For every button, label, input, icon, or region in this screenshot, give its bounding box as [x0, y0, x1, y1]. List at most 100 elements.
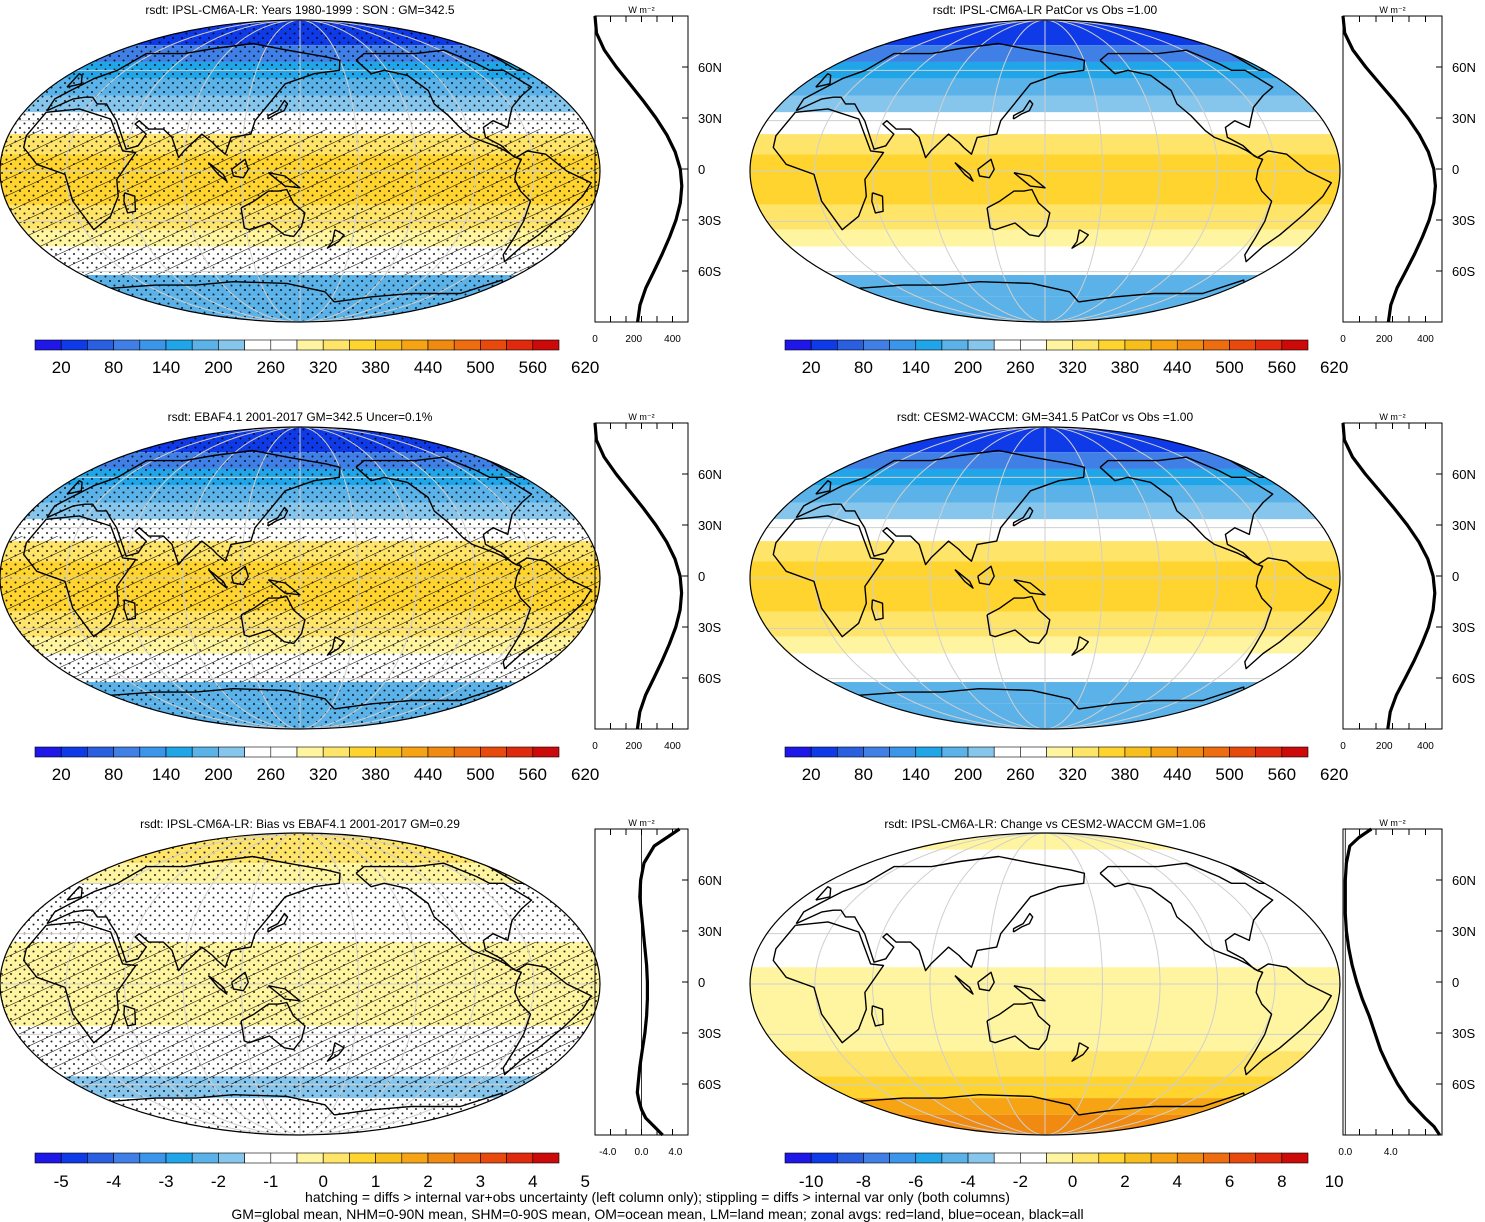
graticule-lon: [871, 833, 1046, 1135]
zonal-lat-label: 60N: [698, 467, 722, 482]
colorbar: -5 -4 -3 -2 -1 0 1 2 3 4 5: [34, 1152, 590, 1191]
panel-4: rsdt: CESM2-WACCM: GM=341.5 PatCor vs Ob…: [749, 410, 1476, 784]
zonal-mean-plot: W m⁻² 60N 30N 0 30S 60S 0.0 4.0: [1338, 818, 1476, 1158]
coastline: [66, 73, 83, 88]
coastline: [1244, 557, 1332, 670]
colorbar-swatch: [270, 746, 298, 758]
colorbar-swatch: [967, 746, 995, 758]
colorbar-tick-label: 80: [854, 358, 873, 377]
coastline: [123, 192, 137, 214]
coastline: [23, 108, 137, 231]
coastline: [66, 886, 83, 901]
zonal-lat-label: 0: [1452, 569, 1459, 584]
zonal-x-tick-label: 200: [625, 741, 642, 752]
coastline: [46, 449, 341, 566]
zonal-mean-plot: W m⁻² 60N 30N 0 30S 60S 0 200 400: [1340, 412, 1476, 752]
zonal-lat-label: 0: [698, 569, 705, 584]
colorbar-swatch: [1072, 746, 1100, 758]
coastline: [326, 636, 345, 656]
colorbar-tick-label: -8: [856, 1172, 871, 1191]
colorbar-tick-label: 10: [1325, 1172, 1344, 1191]
zonal-x-tick-label: 4.0: [1384, 1147, 1398, 1158]
colorbar-tick-label: 200: [954, 765, 982, 784]
zonal-lat-label: 60N: [1452, 60, 1476, 75]
colorbar-swatch: [349, 1152, 376, 1164]
zonal-lat-label: 0: [698, 162, 705, 177]
coastline: [1244, 963, 1332, 1076]
coastline: [23, 515, 137, 638]
colorbar-swatch: [113, 1152, 141, 1164]
colorbar-tick-label: -3: [158, 1172, 173, 1191]
colorbar-swatch: [87, 746, 114, 758]
coastline: [954, 975, 974, 995]
colorbar-swatch: [1072, 1152, 1100, 1164]
coastline: [871, 1005, 884, 1027]
colorbar-tick-label: 20: [52, 358, 71, 377]
zonal-x-tick-label: 0.0: [635, 1147, 649, 1158]
colorbar-tick-label: 140: [152, 358, 180, 377]
colorbar-swatch: [1124, 339, 1152, 351]
map-border: [749, 426, 1341, 730]
colorbar-tick-label: 560: [1268, 358, 1296, 377]
colorbar-swatch: [993, 339, 1021, 351]
graticule-lon: [987, 833, 1046, 1135]
coastline: [231, 565, 249, 586]
colorbar-tick-label: 440: [414, 358, 442, 377]
graticule-lon: [1044, 427, 1103, 729]
graticule-lon: [1044, 833, 1276, 1135]
colorbar-swatch: [863, 746, 890, 758]
coastline: [231, 971, 249, 992]
colorbar-swatch: [1281, 1152, 1309, 1164]
map-field: [750, 833, 1340, 1135]
coastline: [986, 1001, 1051, 1051]
panel-5: rsdt: IPSL-CM6A-LR: Bias vs EBAF4.1 2001…: [0, 817, 722, 1191]
zonal-lat-label: 30S: [1452, 213, 1475, 228]
colorbar-swatch: [1124, 1152, 1152, 1164]
colorbar-swatch: [1255, 1152, 1283, 1164]
colorbar-tick-label: 320: [1058, 765, 1086, 784]
colorbar-swatch: [165, 339, 193, 351]
coastline: [1099, 456, 1274, 566]
zonal-lat-label: 60S: [1452, 671, 1475, 686]
colorbar-swatch: [810, 1152, 838, 1164]
graticule-lon: [299, 833, 476, 1135]
colorbar-swatch: [506, 746, 534, 758]
colorbar-swatch: [113, 746, 141, 758]
colorbar-tick-label: 500: [1215, 358, 1243, 377]
zonal-lat-label: 30N: [1452, 111, 1476, 126]
graticule-lon: [299, 833, 535, 1135]
colorbar-tick-label: -2: [211, 1172, 226, 1191]
zonal-unit-label: W m⁻²: [628, 412, 654, 422]
graticule-lon: [987, 20, 1046, 322]
coastline: [977, 565, 995, 586]
panel-6: rsdt: IPSL-CM6A-LR: Change vs CESM2-WACC…: [749, 817, 1476, 1191]
coastline: [1244, 150, 1332, 263]
colorbar-swatch: [401, 1152, 429, 1164]
colorbar-swatch: [532, 746, 560, 758]
panel-title: rsdt: IPSL-CM6A-LR: Change vs CESM2-WACC…: [884, 817, 1206, 831]
colorbar-swatch: [532, 339, 560, 351]
colorbar-swatch: [506, 1152, 534, 1164]
colorbar-swatch: [322, 1152, 350, 1164]
zonal-frame: [1342, 15, 1443, 323]
colorbar-swatch: [34, 746, 62, 758]
colorbar-swatch: [836, 1152, 864, 1164]
coastline: [815, 73, 832, 88]
colorbar: 20 80 140 200 260 320 380 440 500 560 620: [34, 746, 599, 784]
graticule-lon: [124, 20, 301, 322]
colorbar-swatch: [1203, 746, 1230, 758]
map-field: [750, 427, 1340, 729]
colorbar-tick-label: 620: [571, 765, 599, 784]
colorbar-swatch: [532, 1152, 560, 1164]
graticule-lon: [299, 833, 418, 1135]
coastline: [66, 480, 83, 495]
colorbar-swatch: [60, 339, 88, 351]
colorbar-swatch: [1255, 339, 1283, 351]
zonal-lat-label: 0: [1452, 975, 1459, 990]
zonal-frame: [594, 15, 689, 323]
zonal-lat-label: 60N: [698, 60, 722, 75]
zonal-lat-label: 0: [698, 975, 705, 990]
colorbar-swatch: [139, 746, 167, 758]
colorbar-swatch: [480, 746, 507, 758]
